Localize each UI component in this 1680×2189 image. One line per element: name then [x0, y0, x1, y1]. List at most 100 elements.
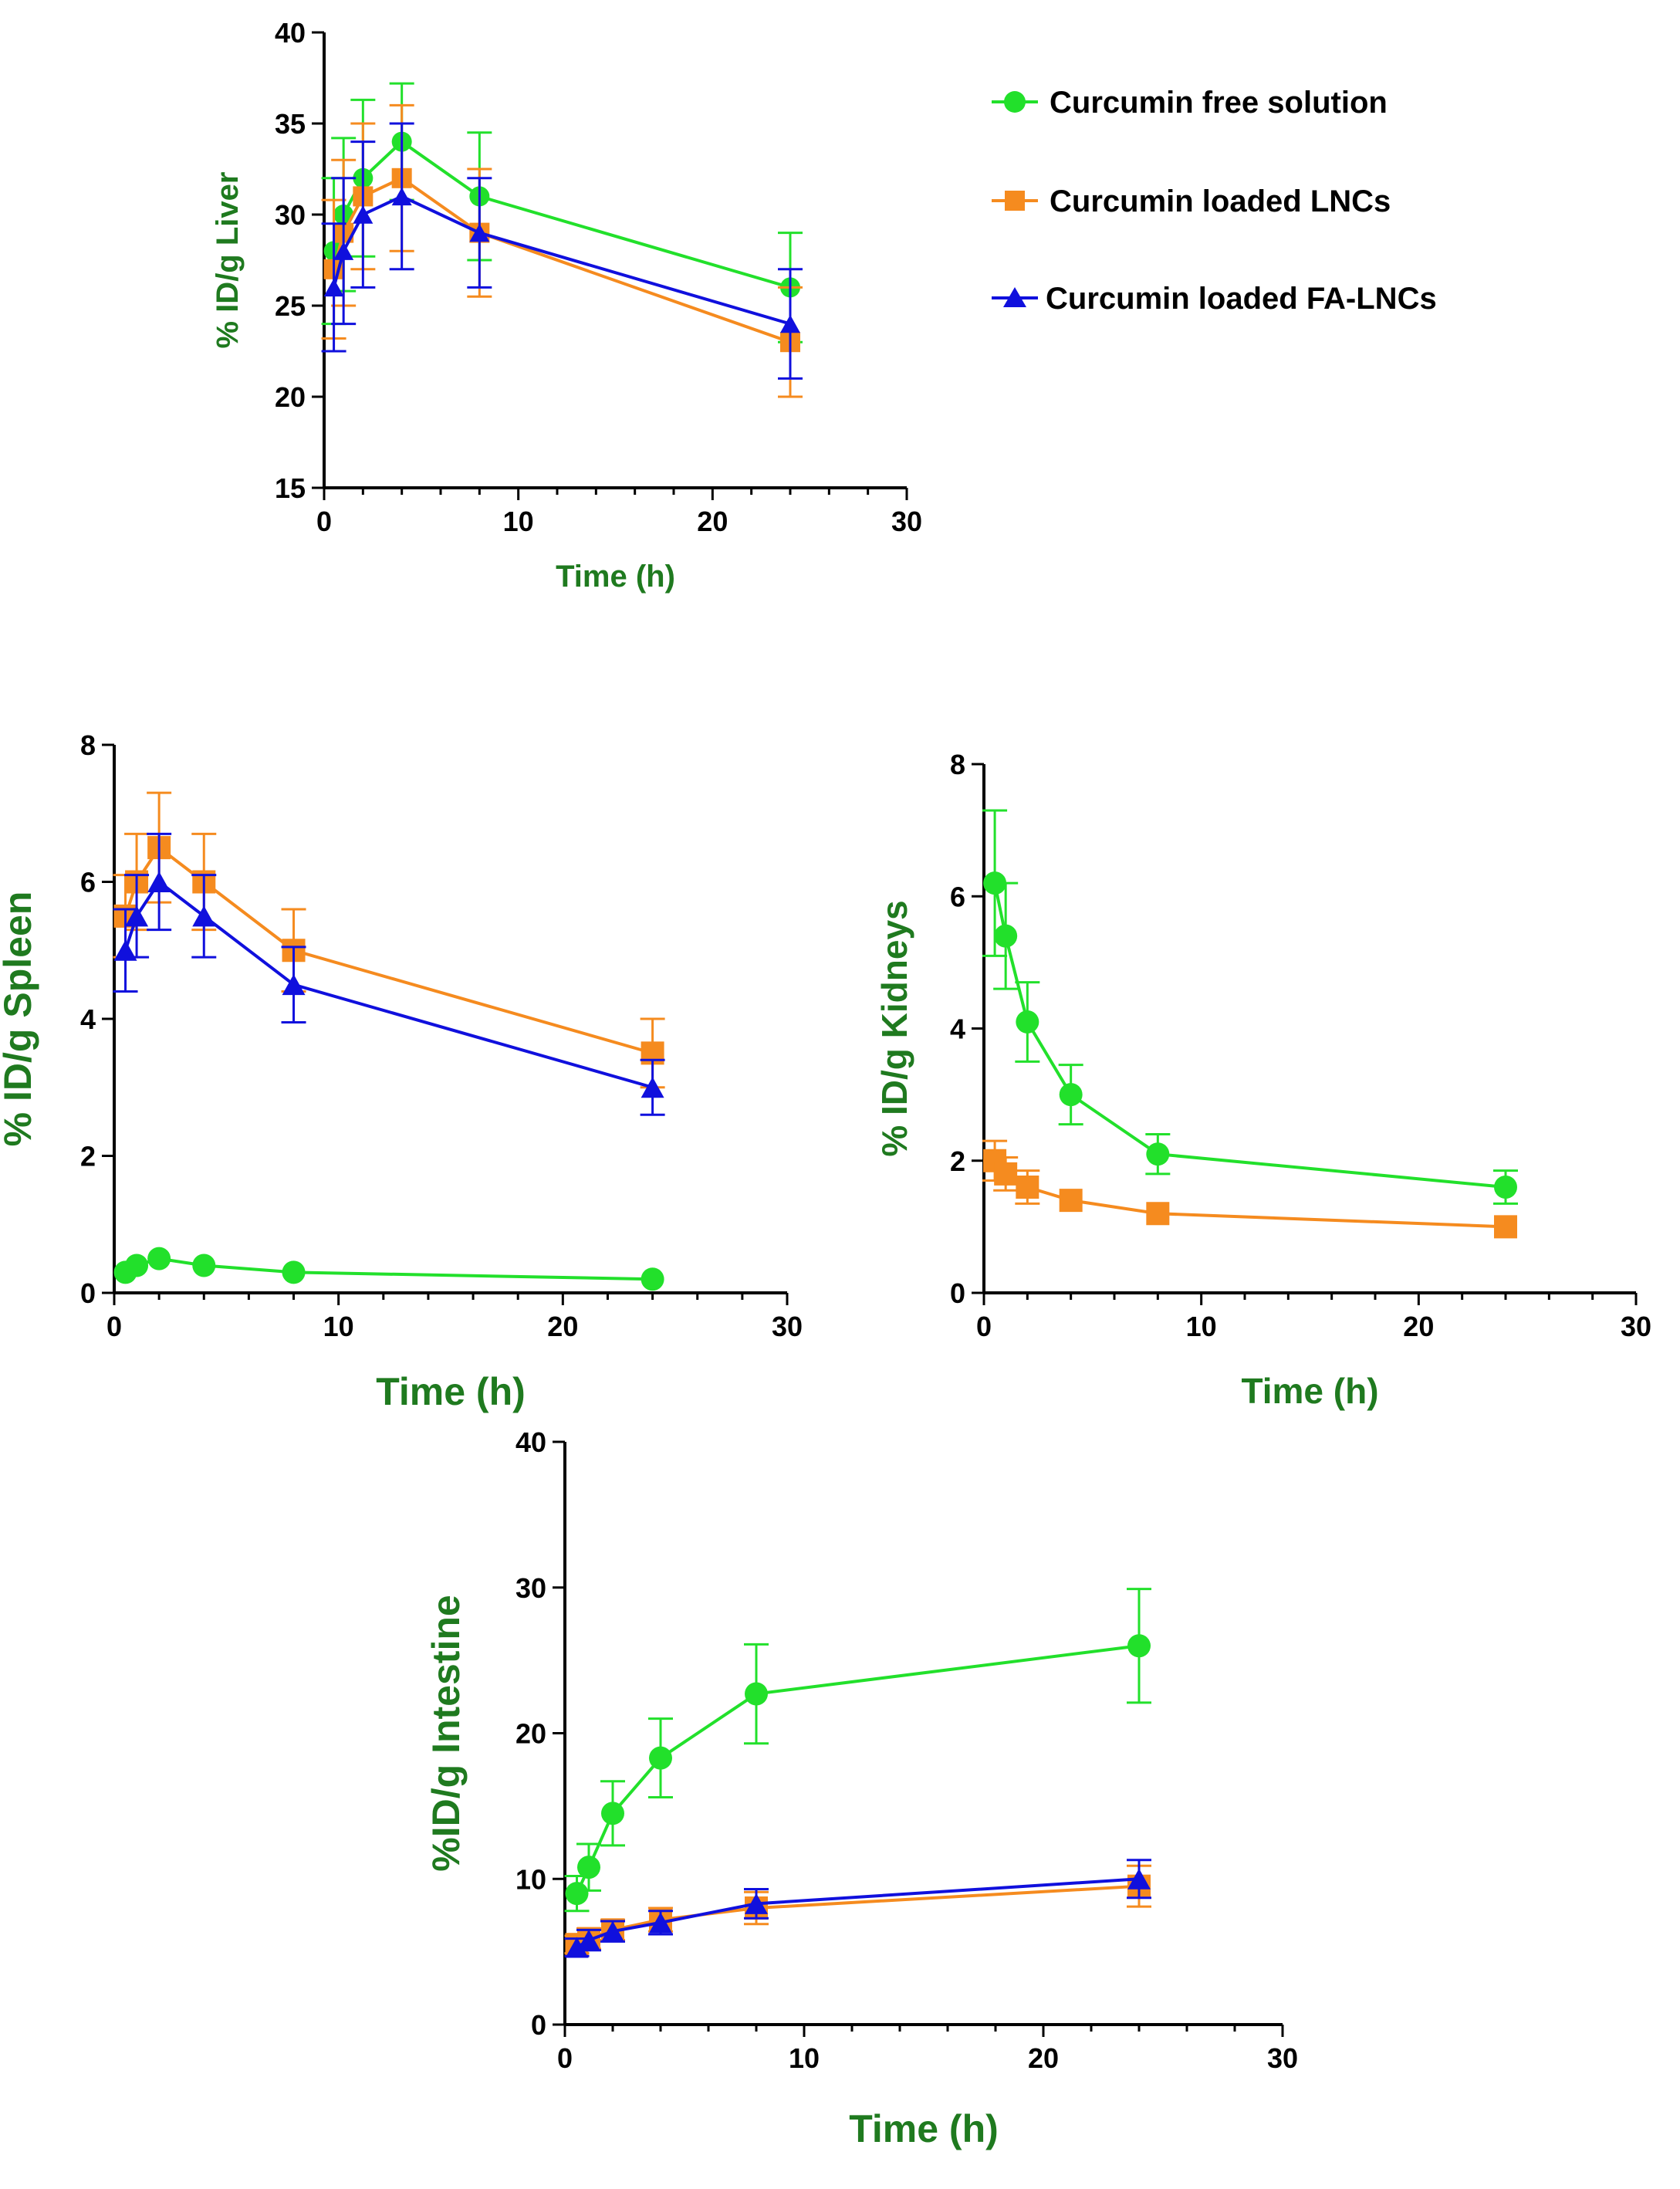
legend-item-lnc: Curcumin loaded LNCs [992, 184, 1391, 218]
data-point-free [641, 1267, 664, 1291]
data-point-fa [113, 939, 137, 961]
legend-label-free: Curcumin free solution [1050, 86, 1388, 120]
x-tick-label: 10 [789, 2042, 820, 2074]
x-tick-label: 30 [1621, 1311, 1651, 1342]
legend-item-free: Curcumin free solution [992, 86, 1388, 120]
x-tick-label: 20 [1403, 1311, 1434, 1342]
kidneys-chart: 0 10 20 30 0 2 4 6 8 Time (h) % ID/g Kidneys [874, 749, 1651, 1411]
y-axis-title: % ID/g Liver [211, 172, 245, 349]
series-free [113, 1247, 664, 1291]
x-axis-title: Time (h) [376, 1370, 526, 1413]
legend-label-lnc: Curcumin loaded LNCs [1050, 184, 1391, 218]
series-free [982, 809, 1518, 1205]
y-tick-label: 2 [950, 1145, 965, 1177]
legend-marker-free [1004, 91, 1026, 113]
data-point-fa [192, 905, 216, 927]
data-point-free [1494, 1176, 1517, 1199]
x-tick-label: 30 [891, 506, 922, 537]
x-tick-label: 10 [503, 506, 534, 537]
x-tick-label: 0 [976, 1311, 992, 1342]
data-point-free [994, 924, 1018, 948]
data-point-lnc [994, 1162, 1018, 1186]
y-tick-label: 8 [80, 729, 96, 761]
y-tick-label: 10 [515, 1863, 546, 1895]
y-axis-title: %ID/g Intestine [424, 1595, 468, 1871]
y-tick-label: 0 [950, 1277, 965, 1309]
y-tick-label: 20 [515, 1718, 546, 1750]
data-point-lnc [1494, 1215, 1517, 1239]
y-tick-label: 15 [275, 472, 306, 504]
y-tick-label: 40 [515, 1426, 546, 1458]
data-point-fa [469, 223, 490, 242]
y-tick-label: 35 [275, 108, 306, 140]
data-point-free [147, 1247, 171, 1270]
y-tick-label: 4 [80, 1003, 96, 1035]
data-point-lnc [1146, 1202, 1170, 1226]
data-point-free [125, 1254, 149, 1277]
x-tick-label: 0 [557, 2042, 573, 2074]
x-tick-label: 30 [1267, 2042, 1298, 2074]
y-tick-label: 6 [950, 881, 965, 912]
y-tick-label: 6 [80, 867, 96, 898]
legend-label-fa: Curcumin loaded FA-LNCs [1046, 282, 1437, 316]
legend-item-fa: Curcumin loaded FA-LNCs [992, 282, 1437, 316]
data-point-free [1059, 1083, 1083, 1107]
series-line-free [993, 882, 1506, 1189]
data-point-fa [125, 905, 149, 927]
data-point-free [577, 1856, 600, 1879]
data-point-fa [745, 1893, 768, 1914]
data-point-fa [391, 187, 412, 206]
data-point-fa [641, 1077, 664, 1098]
series-free [564, 1588, 1151, 1913]
data-point-free [983, 871, 1007, 895]
liver-chart: 0 10 20 30 15 20 25 30 35 40 Time (h) % ID/g Liver [211, 17, 922, 594]
data-point-free [192, 1254, 216, 1277]
data-point-lnc [1016, 1176, 1039, 1199]
x-axis-title: Time (h) [1241, 1371, 1378, 1411]
y-axis-title: % ID/g Kidneys [874, 900, 914, 1156]
data-point-fa [1127, 1868, 1151, 1890]
data-point-fa [333, 242, 354, 260]
data-point-fa [649, 1912, 672, 1934]
y-tick-label: 30 [275, 199, 306, 231]
series-fa [564, 1859, 1151, 1958]
series-lnc [113, 791, 665, 1089]
legend: Curcumin free solution Curcumin loaded L… [992, 86, 1437, 316]
x-tick-label: 30 [772, 1311, 803, 1342]
data-point-free [601, 1802, 624, 1825]
x-axis-title: Time (h) [849, 2107, 999, 2150]
data-point-fa [147, 871, 171, 892]
data-point-free [745, 1682, 768, 1706]
x-tick-label: 0 [106, 1311, 122, 1342]
x-axis-title: Time (h) [556, 560, 675, 594]
y-tick-label: 25 [275, 290, 306, 322]
data-point-fa [282, 974, 306, 996]
data-point-free [1016, 1010, 1039, 1034]
data-point-free [565, 1882, 589, 1906]
series-fa [321, 122, 803, 380]
y-tick-label: 0 [531, 2009, 546, 2041]
y-tick-label: 8 [950, 749, 965, 780]
legend-marker-lnc [1005, 191, 1025, 211]
y-axis-title: % ID/g Spleen [0, 892, 39, 1147]
intestine-chart: 0 10 20 30 0 10 20 30 40 Time (h) %ID/g Intestine [424, 1426, 1298, 2150]
x-tick-label: 10 [1186, 1311, 1217, 1342]
data-point-fa [577, 1930, 600, 1951]
y-tick-label: 20 [275, 381, 306, 413]
y-tick-label: 30 [515, 1572, 546, 1604]
data-point-lnc [1059, 1189, 1083, 1213]
x-tick-label: 20 [1028, 2042, 1059, 2074]
y-tick-label: 4 [950, 1013, 965, 1045]
data-point-free [1146, 1142, 1170, 1166]
data-point-free [649, 1746, 672, 1770]
x-tick-label: 0 [316, 506, 332, 537]
data-point-free [282, 1260, 306, 1284]
data-point-fa [353, 205, 374, 224]
x-tick-label: 10 [323, 1311, 354, 1342]
spleen-chart: 0 10 20 30 0 2 4 6 8 Time (h) % ID/g Spleen [0, 729, 803, 1413]
data-point-free [1127, 1634, 1151, 1658]
data-point-fa [601, 1920, 624, 1942]
y-tick-label: 2 [80, 1141, 96, 1172]
legend-marker-fa [1003, 287, 1026, 307]
